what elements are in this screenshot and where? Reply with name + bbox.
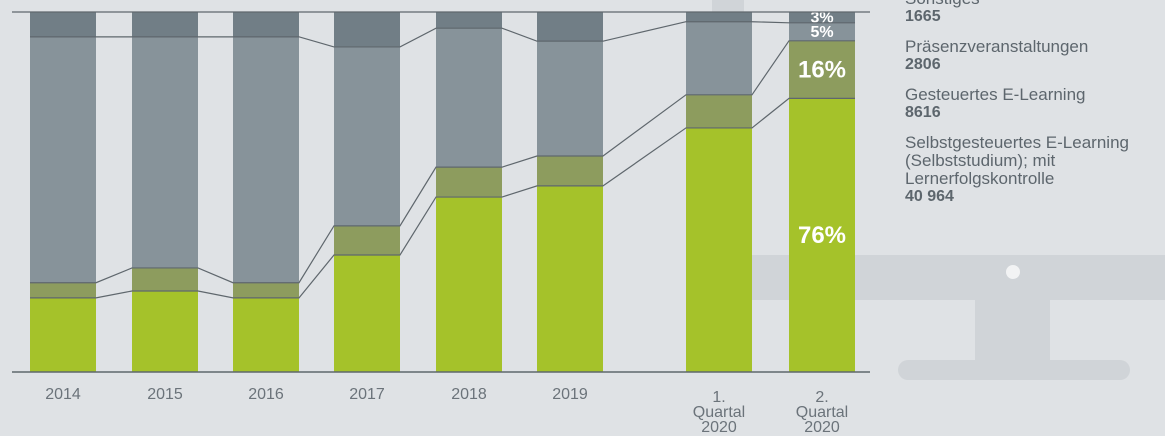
data-label: 16%: [798, 57, 846, 84]
x-tick-label: 2014: [23, 387, 103, 402]
legend-name: Präsenzveranstaltungen: [905, 38, 1165, 56]
bar-segment: [686, 95, 752, 128]
legend-total: 2806: [905, 56, 1165, 74]
page: {"chart_data": {"type": "stacked-bar-100…: [0, 0, 1165, 423]
bar-segment: [537, 41, 603, 156]
legend-total: 1665: [905, 8, 1165, 26]
bar-segment: [686, 22, 752, 95]
bar-segment: [686, 12, 752, 22]
bar-segment: [334, 226, 400, 255]
x-tick-label: 2. Quartal 2020: [787, 390, 857, 435]
bar-segment: [537, 156, 603, 186]
x-tick-label: 1. Quartal 2020: [684, 390, 754, 435]
bar-segment: [233, 298, 299, 372]
x-tick-label: 2015: [125, 387, 205, 402]
plot: 76%16%5%3%: [12, 9, 870, 372]
bar-segment: [30, 283, 96, 298]
bar-segment: [436, 167, 502, 197]
bar-segment: [537, 12, 603, 41]
legend-name: Gesteuertes E-Learning: [905, 86, 1165, 104]
x-tick-label: 2017: [327, 387, 407, 402]
bar-segment: [132, 268, 198, 291]
bar-segment: [30, 37, 96, 283]
data-label: 76%: [798, 222, 846, 249]
bar-segment: [334, 47, 400, 226]
legend-total: 8616: [905, 104, 1165, 122]
legend-total: 40 964: [905, 188, 1165, 206]
legend-name: Selbstgesteuertes E-Learning (Selbststud…: [905, 134, 1165, 188]
legend-item: Sonstiges1665: [905, 0, 1165, 26]
bar-segment: [233, 37, 299, 283]
legend-name: Sonstiges: [905, 0, 1165, 8]
bar-segment: [132, 291, 198, 372]
bar-segment: [233, 283, 299, 298]
bar-segment: [132, 37, 198, 268]
bar-segment: [30, 12, 96, 37]
x-tick-label: 2018: [429, 387, 509, 402]
bar-segment: [537, 186, 603, 372]
bar-segment: [686, 128, 752, 372]
bar-segment: [436, 28, 502, 167]
x-tick-label: 2016: [226, 387, 306, 402]
bar-segment: [334, 255, 400, 372]
bar-segment: [132, 12, 198, 37]
x-tick-label: 2019: [530, 387, 610, 402]
bar-segment: [334, 12, 400, 47]
bar-segment: [436, 197, 502, 372]
bar-segment: [436, 12, 502, 28]
bar-segment: [233, 12, 299, 37]
bar-segment: [30, 298, 96, 372]
legend-item: Selbstgesteuertes E-Learning (Selbststud…: [905, 134, 1165, 206]
